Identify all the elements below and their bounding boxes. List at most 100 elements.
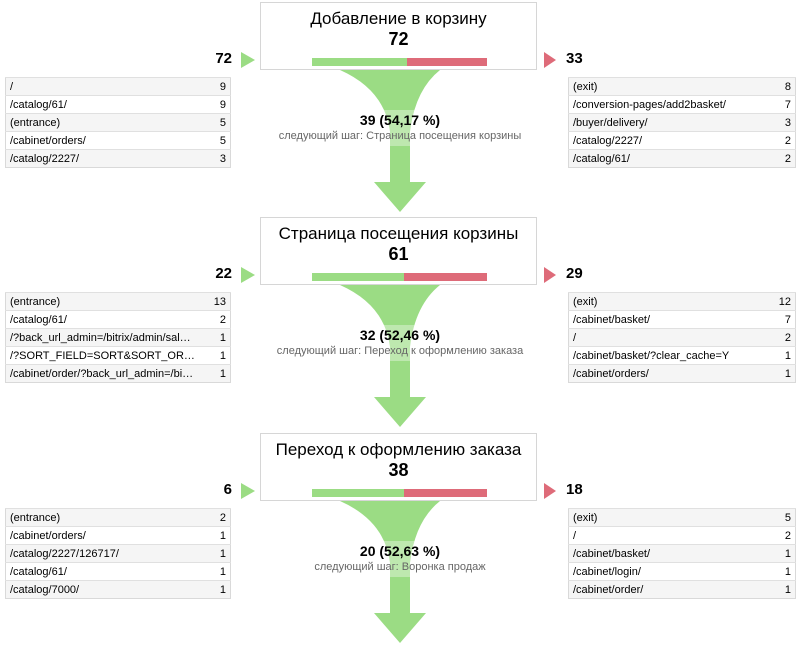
row-path: /catalog/7000/ xyxy=(5,580,206,599)
conversion-bar xyxy=(312,58,487,66)
exit-arrow-icon xyxy=(544,483,556,499)
table-row[interactable]: /?back_url_admin=/bitrix/admin/sal… 1 xyxy=(5,328,231,347)
row-value: 1 xyxy=(208,364,231,383)
row-value: 9 xyxy=(197,77,231,96)
exits-count: 33 xyxy=(566,50,583,67)
table-row[interactable]: (exit) 8 xyxy=(568,77,796,96)
row-path: (entrance) xyxy=(5,113,198,132)
table-row[interactable]: /catalog/2227/126717/1 xyxy=(5,544,231,563)
table-row[interactable]: /cabinet/orders/1 xyxy=(5,526,231,545)
funnel-flow-arrow-icon xyxy=(340,70,440,212)
row-value: 1 xyxy=(770,346,796,365)
row-value: 2 xyxy=(762,526,796,545)
table-row[interactable]: /buyer/delivery/3 xyxy=(568,113,796,132)
row-path: /buyer/delivery/ xyxy=(568,113,777,132)
row-path: /catalog/2227/ xyxy=(568,131,777,150)
row-path: /conversion-pages/add2basket/ xyxy=(568,95,777,114)
table-row[interactable]: /cabinet/orders/1 xyxy=(568,364,796,383)
entrance-sources-table: (entrance) 2 /cabinet/orders/1 /catalog/2… xyxy=(5,508,231,599)
table-row[interactable]: /cabinet/orders/5 xyxy=(5,131,231,150)
exit-destinations-table: (exit) 12 /cabinet/basket/7 /2 /cabinet/b… xyxy=(568,292,796,383)
step-box[interactable]: Переход к оформлению заказа 38 xyxy=(260,433,537,501)
step-title: Переход к оформлению заказа xyxy=(275,440,522,459)
row-path: /cabinet/basket/ xyxy=(568,310,771,329)
row-path: (exit) xyxy=(568,508,763,527)
row-path: / xyxy=(5,77,198,96)
row-path: /cabinet/basket/ xyxy=(568,544,763,563)
bar-continued xyxy=(312,273,404,281)
row-path: /catalog/2227/ xyxy=(5,149,198,168)
conversion-info: 39 (54,17 %) следующий шаг: Страница пос… xyxy=(230,112,570,144)
step-title: Страница посещения корзины xyxy=(278,224,519,243)
next-step-label: следующий шаг: Воронка продаж xyxy=(314,561,486,573)
row-value: 5 xyxy=(197,131,231,150)
entrance-sources-table: /9 /catalog/61/9 (entrance) 5 /cabinet/or… xyxy=(5,77,231,168)
table-row[interactable]: /cabinet/basket/1 xyxy=(568,544,796,563)
table-row[interactable]: (exit) 5 xyxy=(568,508,796,527)
entrance-sources-table: (entrance) 13 /catalog/61/2 /?back_url_ad… xyxy=(5,292,231,383)
row-value: 1 xyxy=(762,544,796,563)
table-row[interactable]: /cabinet/order/?back_url_admin=/bi… 1 xyxy=(5,364,231,383)
exit-destinations-table: (exit) 8 /conversion-pages/add2basket/7 /… xyxy=(568,77,796,168)
exit-arrow-icon xyxy=(544,267,556,283)
row-value: 3 xyxy=(197,149,231,168)
table-row[interactable]: /catalog/61/2 xyxy=(5,310,231,329)
entrances-count: 6 xyxy=(223,481,232,498)
row-value: 3 xyxy=(776,113,796,132)
row-path: /cabinet/orders/ xyxy=(5,526,206,545)
row-path: /?SORT_FIELD=SORT&SORT_OR… xyxy=(5,346,209,365)
bar-exited xyxy=(404,489,487,497)
row-path: /catalog/61/ xyxy=(568,149,777,168)
row-value: 1 xyxy=(770,364,796,383)
table-row[interactable]: /9 xyxy=(5,77,231,96)
table-row[interactable]: /catalog/61/2 xyxy=(568,149,796,168)
exit-destinations-table: (exit) 5 /2 /cabinet/basket/1 /cabinet/lo… xyxy=(568,508,796,599)
next-step-label: следующий шаг: Переход к оформлению зака… xyxy=(276,345,524,357)
funnel-step-3: 6 Переход к оформлению заказа 38 18 (ent… xyxy=(0,431,800,646)
row-value: 9 xyxy=(197,95,231,114)
conversion-bar xyxy=(312,489,487,497)
row-value: 8 xyxy=(776,77,796,96)
step-box[interactable]: Добавление в корзину 72 xyxy=(260,2,537,70)
table-row[interactable]: /cabinet/login/1 xyxy=(568,562,796,581)
table-row[interactable]: /2 xyxy=(568,328,796,347)
row-path: /catalog/61/ xyxy=(5,95,198,114)
funnel-step-2: 22 Страница посещения корзины 61 29 (ent… xyxy=(0,215,800,430)
table-row[interactable]: /catalog/2227/3 xyxy=(5,149,231,168)
row-value: 2 xyxy=(776,149,796,168)
funnel-flow-arrow-icon xyxy=(340,285,440,427)
entrances-count: 72 xyxy=(215,50,232,67)
conversion-count: 32 (52,46 %) xyxy=(359,327,441,343)
table-row[interactable]: (entrance) 2 xyxy=(5,508,231,527)
funnel-step-1: 72 Добавление в корзину 72 33 /9 /catalo… xyxy=(0,0,800,215)
row-path: /cabinet/orders/ xyxy=(568,364,771,383)
table-row[interactable]: /2 xyxy=(568,526,796,545)
table-row[interactable]: /catalog/7000/1 xyxy=(5,580,231,599)
row-value: 1 xyxy=(205,580,231,599)
table-row[interactable]: /cabinet/basket/7 xyxy=(568,310,796,329)
table-row[interactable]: /catalog/61/9 xyxy=(5,95,231,114)
table-row[interactable]: /catalog/2227/2 xyxy=(568,131,796,150)
row-path: /?back_url_admin=/bitrix/admin/sal… xyxy=(5,328,209,347)
row-value: 5 xyxy=(197,113,231,132)
table-row[interactable]: /cabinet/basket/?clear_cache=Y 1 xyxy=(568,346,796,365)
row-value: 7 xyxy=(776,95,796,114)
row-value: 1 xyxy=(762,580,796,599)
table-row[interactable]: /cabinet/order/1 xyxy=(568,580,796,599)
table-row[interactable]: (entrance) 13 xyxy=(5,292,231,311)
table-row[interactable]: (entrance) 5 xyxy=(5,113,231,132)
row-path: /catalog/2227/126717/ xyxy=(5,544,206,563)
table-row[interactable]: /conversion-pages/add2basket/7 xyxy=(568,95,796,114)
row-path: /cabinet/orders/ xyxy=(5,131,198,150)
row-value: 1 xyxy=(205,526,231,545)
table-row[interactable]: /catalog/61/1 xyxy=(5,562,231,581)
step-box[interactable]: Страница посещения корзины 61 xyxy=(260,217,537,285)
step-count: 61 xyxy=(388,244,409,264)
step-title: Добавление в корзину xyxy=(310,9,487,28)
row-value: 2 xyxy=(776,131,796,150)
entrances-count: 22 xyxy=(215,265,232,282)
funnel-flow-arrow-icon xyxy=(340,501,440,643)
table-row[interactable]: (exit) 12 xyxy=(568,292,796,311)
table-row[interactable]: /?SORT_FIELD=SORT&SORT_OR… 1 xyxy=(5,346,231,365)
row-value: 1 xyxy=(205,544,231,563)
